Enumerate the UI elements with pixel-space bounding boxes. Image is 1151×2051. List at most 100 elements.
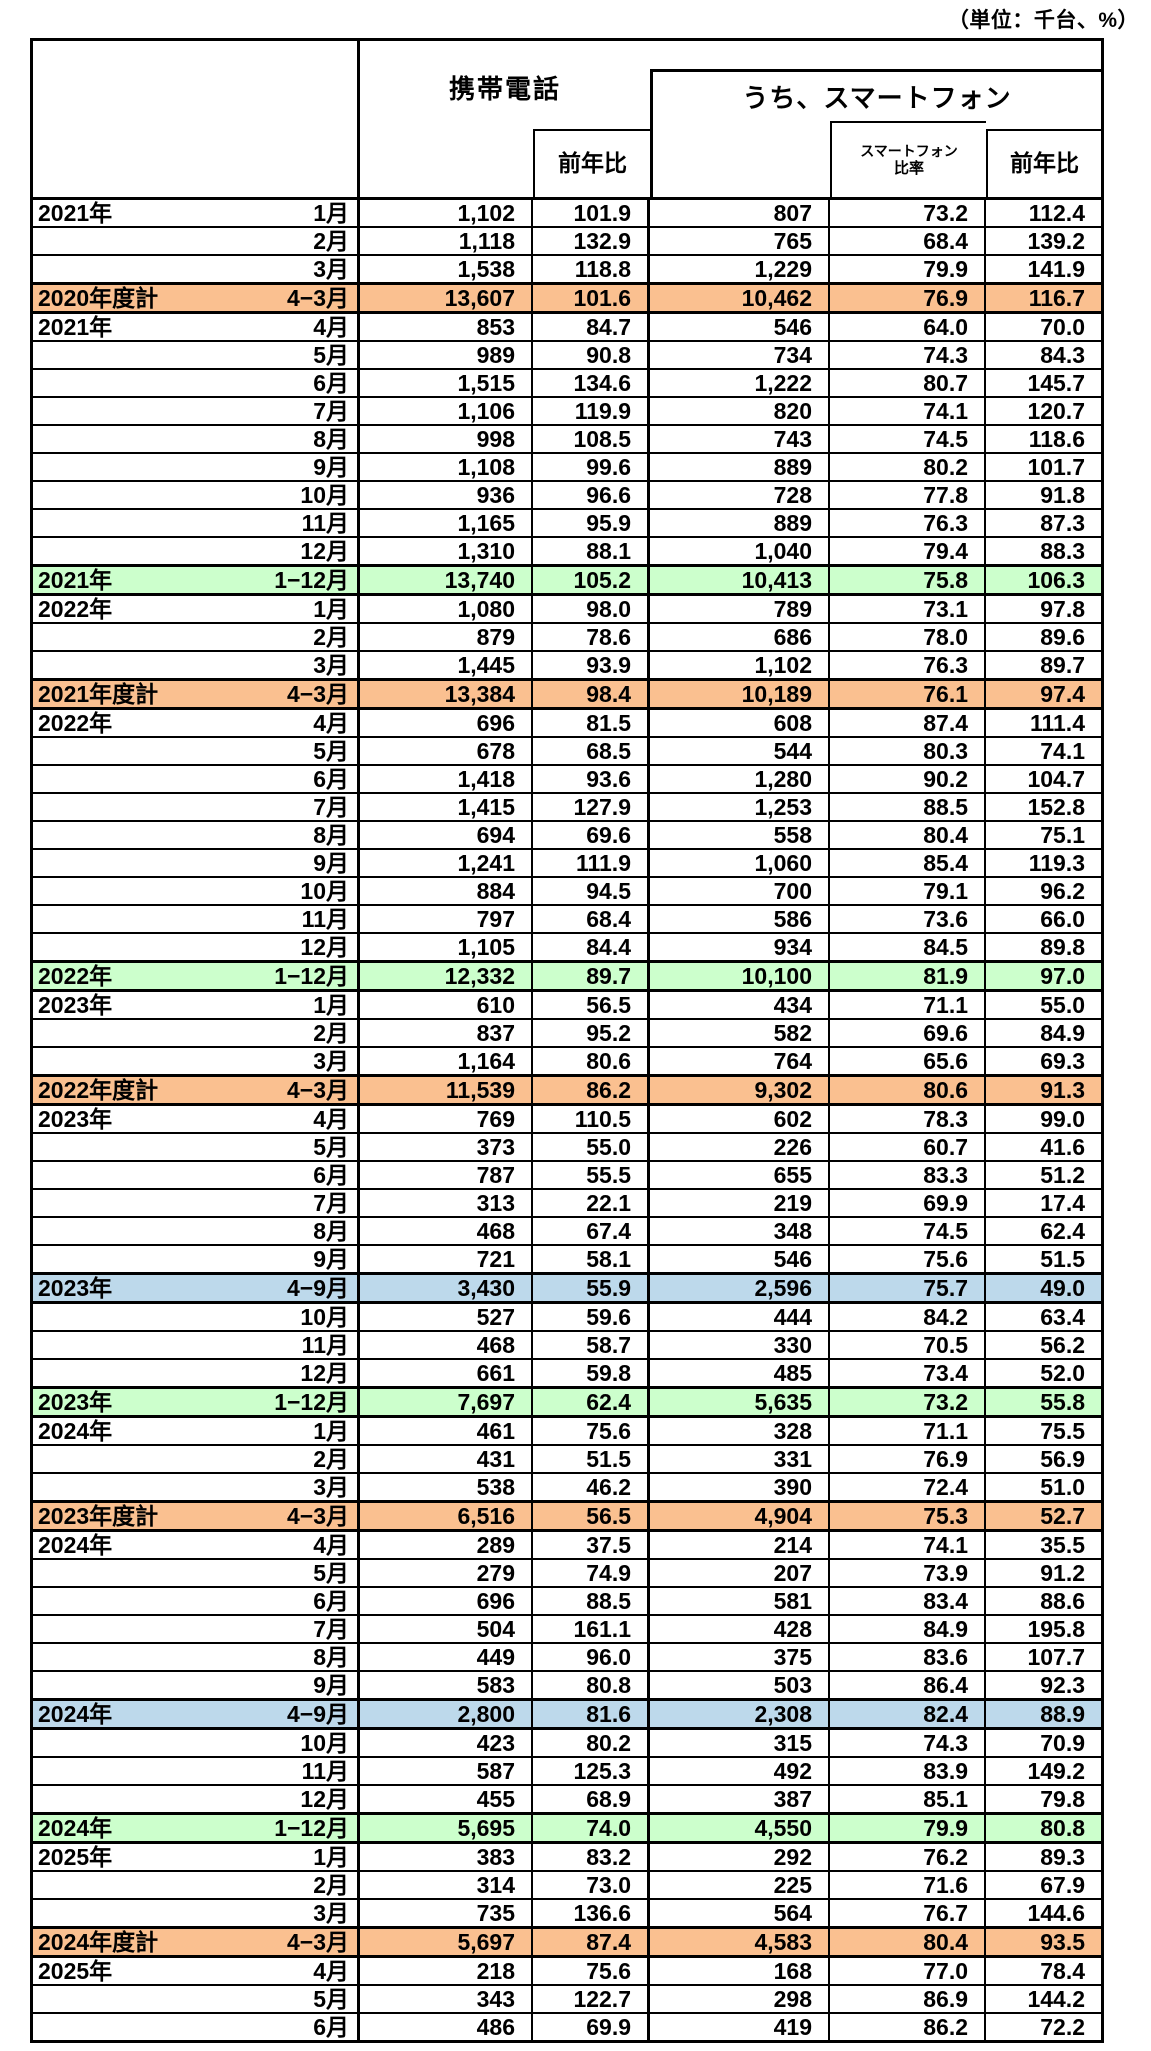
smartphone-yoy-cell: 144.2 [1027, 1986, 1085, 2012]
smartphone-yoy-cell: 74.1 [1040, 738, 1085, 764]
smartphone-units-cell: 1,280 [650, 766, 830, 792]
mobile-units-cell: 2,800 [360, 1701, 533, 1727]
mobile-units-cell: 735 [360, 1900, 533, 1926]
smartphone-units-cell: 10,413 [650, 567, 830, 593]
smartphone-yoy-cell: 51.5 [1040, 1246, 1085, 1272]
month-label: 3月 [313, 1048, 349, 1074]
year-label: 2021年 [38, 314, 113, 340]
mobile-yoy-cell: 87.4 [533, 1929, 650, 1955]
smartphone-yoy-cell: 52.0 [1040, 1360, 1085, 1386]
period-cell: 11月 [33, 510, 360, 536]
summary-row: 2021年度計 4−3月 13,384 98.4 10,189 76.1 97.4 [33, 678, 1101, 707]
mobile-yoy-cell: 69.6 [533, 822, 650, 848]
year-label: 2020年度計 [38, 285, 159, 311]
smartphone-yoy-cell: 67.9 [1040, 1872, 1085, 1898]
mobile-units-cell: 7,697 [360, 1389, 533, 1415]
smartphone-ratio-cell: 74.5 [830, 1218, 986, 1244]
table-row: 11月 587 125.3 492 83.9 149.2 [33, 1756, 1101, 1784]
period-cell: 2021年 1月 [33, 200, 360, 226]
mobile-yoy-cell: 89.7 [533, 963, 650, 989]
mobile-yoy-cell: 68.5 [533, 738, 650, 764]
mobile-units-cell: 936 [360, 482, 533, 508]
smartphone-units-cell: 4,583 [650, 1929, 830, 1955]
year-label: 2021年度計 [38, 681, 159, 707]
mobile-units-cell: 527 [360, 1304, 533, 1330]
month-label: 4−3月 [286, 1929, 349, 1955]
mobile-units-cell: 583 [360, 1672, 533, 1698]
smartphone-ratio-cell: 64.0 [830, 314, 986, 340]
year-label: 2023年 [38, 992, 113, 1018]
year-label: 2021年 [38, 567, 113, 593]
smartphone-units-cell: 5,635 [650, 1389, 830, 1415]
mobile-units-cell: 1,105 [360, 934, 533, 960]
mobile-yoy-cell: 110.5 [533, 1106, 650, 1132]
shipments-table: 携帯電話 うち、スマートフォン 前年比 スマートフォン 比率 前年比 2021年… [30, 38, 1104, 2043]
table-row: 9月 583 80.8 503 86.4 92.3 [33, 1670, 1101, 1698]
smartphone-ratio-cell: 76.9 [830, 1446, 986, 1472]
month-label: 9月 [313, 1246, 349, 1272]
smartphone-units-cell: 298 [650, 1986, 830, 2012]
smartphone-yoy-cell: 96.2 [1040, 878, 1085, 904]
period-cell: 9月 [33, 1246, 360, 1272]
period-cell: 2023年度計 4−3月 [33, 1503, 360, 1529]
month-label: 12月 [300, 538, 349, 564]
smartphone-yoy-cell: 118.6 [1028, 426, 1085, 452]
period-cell: 2月 [33, 624, 360, 650]
smartphone-ratio-cell: 79.9 [830, 256, 986, 282]
mobile-yoy-cell: 46.2 [533, 1474, 650, 1500]
smartphone-ratio-cell: 69.9 [830, 1190, 986, 1216]
smartphone-units-cell: 225 [650, 1872, 830, 1898]
smartphone-units-cell: 2,596 [650, 1275, 830, 1301]
mobile-units-cell: 721 [360, 1246, 533, 1272]
smartphone-units-cell: 807 [650, 200, 830, 226]
smartphone-units-cell: 728 [650, 482, 830, 508]
mobile-yoy-cell: 75.6 [533, 1418, 650, 1444]
table-row: 8月 694 69.6 558 80.4 75.1 [33, 820, 1101, 848]
smartphone-ratio-cell: 73.2 [830, 200, 986, 226]
mobile-yoy-cell: 73.0 [533, 1872, 650, 1898]
smartphone-ratio-cell: 75.3 [830, 1503, 986, 1529]
smartphone-units-cell: 315 [650, 1730, 830, 1756]
month-label: 4−9月 [286, 1701, 349, 1727]
month-label: 2月 [313, 228, 349, 254]
table-row: 8月 468 67.4 348 74.5 62.4 [33, 1216, 1101, 1244]
mobile-units-cell: 1,310 [360, 538, 533, 564]
table-row: 12月 661 59.8 485 73.4 52.0 [33, 1358, 1101, 1386]
table-row: 6月 787 55.5 655 83.3 51.2 [33, 1160, 1101, 1188]
period-cell: 7月 [33, 398, 360, 424]
smartphone-units-cell: 1,060 [650, 850, 830, 876]
month-label: 7月 [313, 1190, 349, 1216]
period-cell: 5月 [33, 342, 360, 368]
smartphone-yoy-cell: 17.4 [1040, 1190, 1085, 1216]
mobile-yoy-cell: 122.7 [533, 1986, 650, 2012]
mobile-yoy-cell: 80.2 [533, 1730, 650, 1756]
table-row: 9月 1,108 99.6 889 80.2 101.7 [33, 452, 1101, 480]
period-cell: 2024年度計 4−3月 [33, 1929, 360, 1955]
smartphone-ratio-cell: 78.0 [830, 624, 986, 650]
smartphone-ratio-cell: 79.9 [830, 1815, 986, 1841]
smartphone-ratio-cell: 88.5 [830, 794, 986, 820]
period-cell: 5月 [33, 1134, 360, 1160]
period-cell: 11月 [33, 906, 360, 932]
year-label: 2021年 [38, 200, 113, 226]
month-label: 2月 [313, 1872, 349, 1898]
mobile-units-cell: 504 [360, 1616, 533, 1642]
table-row: 9月 1,241 111.9 1,060 85.4 119.3 [33, 848, 1101, 876]
period-cell: 3月 [33, 256, 360, 282]
smartphone-units-cell: 602 [650, 1106, 830, 1132]
month-label: 1月 [313, 596, 349, 622]
month-label: 11月 [301, 906, 349, 932]
table-row: 2月 879 78.6 686 78.0 89.6 [33, 622, 1101, 650]
unit-note: （単位：千台、%） [947, 9, 1139, 32]
month-label: 7月 [313, 794, 349, 820]
smartphone-yoy-cell: 88.9 [1040, 1701, 1085, 1727]
mobile-units-cell: 1,538 [360, 256, 533, 282]
smartphone-units-cell: 558 [650, 822, 830, 848]
smartphone-yoy-cell: 99.0 [1040, 1106, 1085, 1132]
month-label: 6月 [313, 2014, 349, 2040]
smartphone-ratio-cell: 84.9 [830, 1616, 986, 1642]
mobile-yoy-cell: 99.6 [533, 454, 650, 480]
smartphone-units-cell: 764 [650, 1048, 830, 1074]
table-row: 2月 837 95.2 582 69.6 84.9 [33, 1018, 1101, 1046]
smartphone-yoy-cell: 97.0 [1040, 963, 1085, 989]
